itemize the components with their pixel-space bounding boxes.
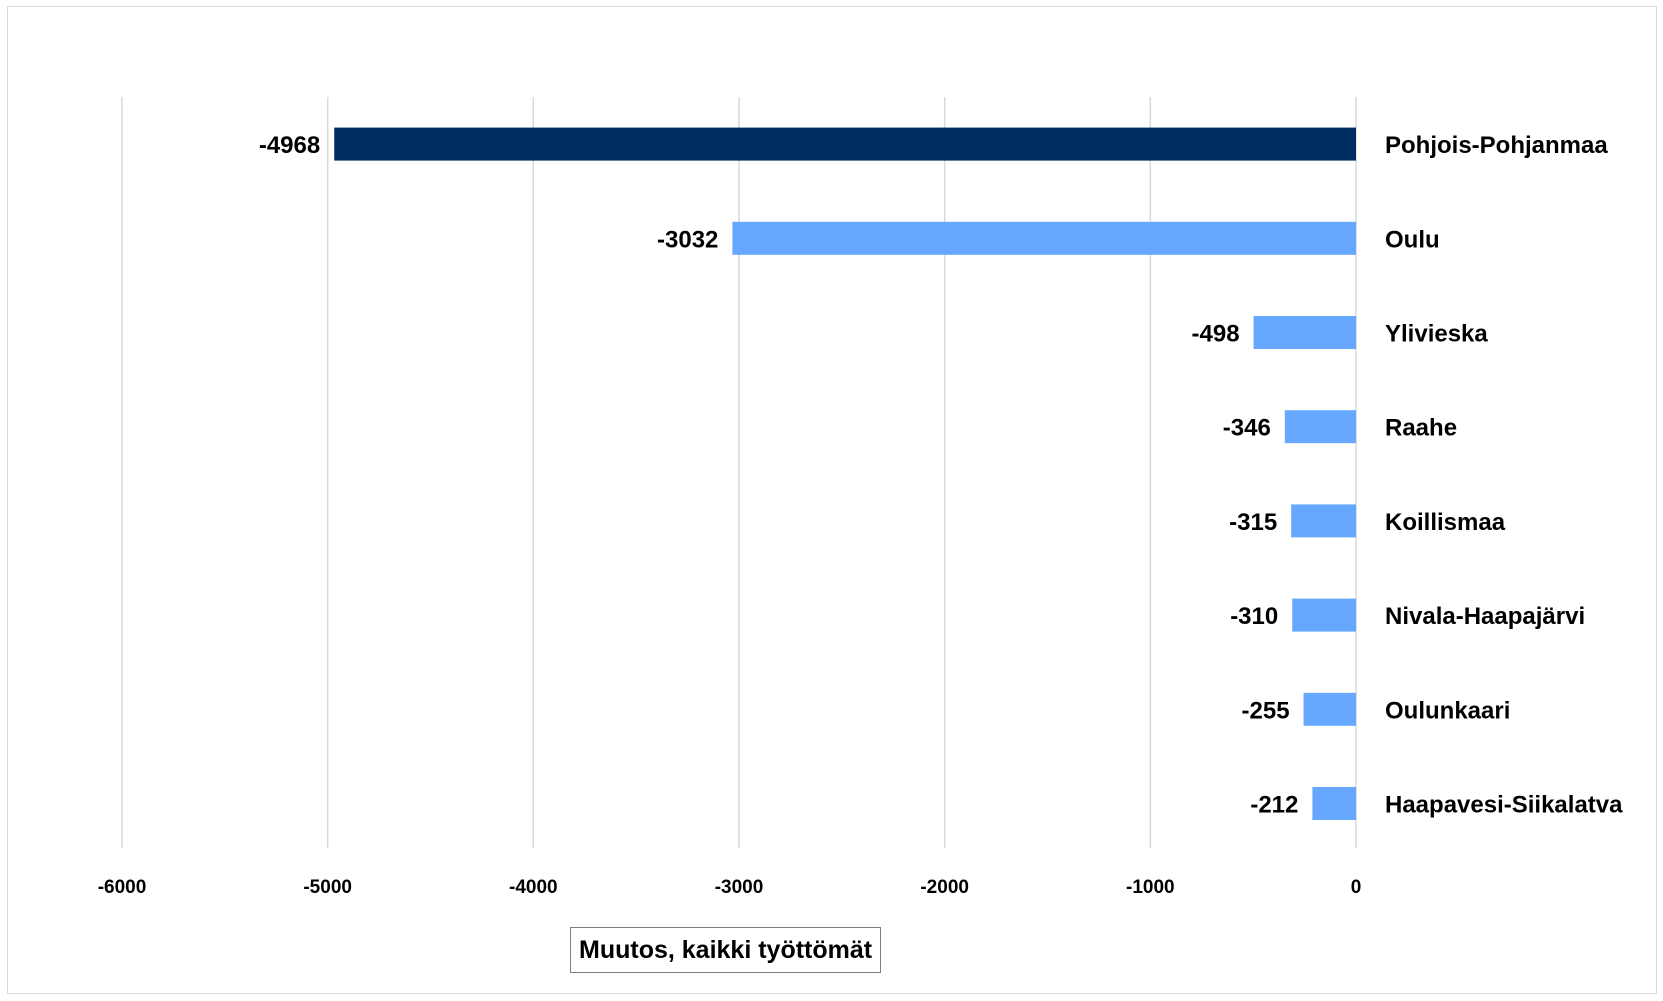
legend-label: Muutos, kaikki työttömät <box>579 935 873 964</box>
bar <box>732 221 1356 255</box>
category-label: Koillismaa <box>1385 509 1506 536</box>
x-tick-label: -1000 <box>1126 877 1175 898</box>
x-tick-label: 0 <box>1351 877 1362 898</box>
data-label: -212 <box>1250 792 1298 819</box>
x-tick-label: -6000 <box>98 877 147 898</box>
bar <box>1303 692 1356 726</box>
bar <box>334 127 1356 161</box>
legend: Muutos, kaikki työttömät <box>570 927 882 973</box>
data-label: -3032 <box>657 226 718 253</box>
bar <box>1312 787 1356 820</box>
bar <box>1292 598 1356 632</box>
category-label: Oulu <box>1385 226 1440 253</box>
category-label: Ylivieska <box>1385 321 1488 348</box>
data-label: -315 <box>1229 509 1277 536</box>
data-label: -310 <box>1230 603 1278 630</box>
data-label: -4968 <box>259 132 320 159</box>
bar <box>1284 410 1356 444</box>
chart-area <box>7 6 1657 994</box>
bar <box>1291 504 1356 538</box>
category-label: Raahe <box>1385 415 1457 442</box>
category-label: Pohjois-Pohjanmaa <box>1385 132 1608 159</box>
category-label: Oulunkaari <box>1385 697 1510 724</box>
x-tick-label: -3000 <box>715 877 764 898</box>
data-label: -346 <box>1223 415 1271 442</box>
category-label: Haapavesi-Siikalatva <box>1385 792 1623 819</box>
x-tick-label: -2000 <box>920 877 969 898</box>
bar <box>1253 316 1356 349</box>
category-label: Nivala-Haapajärvi <box>1385 603 1585 630</box>
data-label: -498 <box>1192 321 1240 348</box>
data-label: -255 <box>1242 697 1290 724</box>
x-tick-label: -4000 <box>509 877 558 898</box>
x-tick-label: -5000 <box>303 877 352 898</box>
